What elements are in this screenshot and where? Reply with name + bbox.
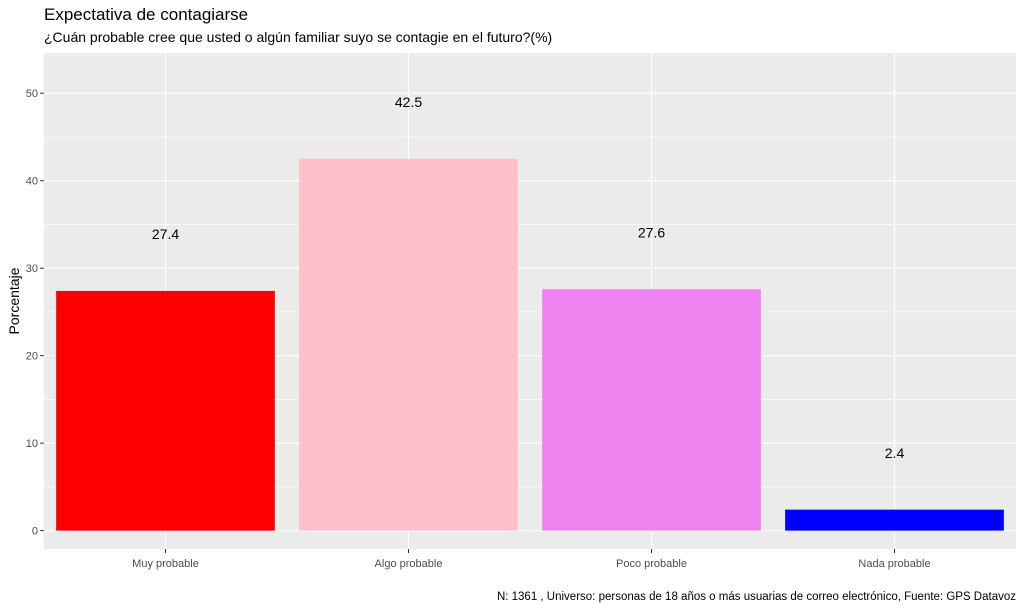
data-label: 27.6 bbox=[638, 224, 665, 240]
chart-title: Expectativa de contagiarse bbox=[44, 5, 249, 24]
y-axis: 0 10 20 30 40 50 bbox=[26, 88, 44, 538]
bar bbox=[785, 509, 1004, 531]
y-tick-label: 20 bbox=[26, 351, 38, 363]
y-tick-label: 40 bbox=[26, 176, 38, 188]
chart-subtitle: ¿Cuán probable cree que usted o algún fa… bbox=[44, 29, 553, 45]
x-tick-label: Algo probable bbox=[375, 558, 443, 570]
x-tick-label: Poco probable bbox=[616, 558, 687, 570]
x-axis: Muy probable Algo probable Poco probable Na… bbox=[132, 549, 931, 570]
bar bbox=[56, 290, 275, 531]
bar bbox=[299, 158, 518, 531]
data-label: 42.5 bbox=[395, 94, 422, 110]
data-label: 2.4 bbox=[885, 445, 905, 461]
y-tick-label: 50 bbox=[26, 88, 38, 100]
y-axis-title: Porcentaje bbox=[6, 267, 22, 334]
x-tick-label: Muy probable bbox=[132, 558, 199, 570]
x-tick-label: Nada probable bbox=[858, 558, 930, 570]
chart-caption: N: 1361 , Universo: personas de 18 años … bbox=[496, 591, 1016, 603]
y-tick-label: 0 bbox=[32, 526, 38, 538]
bars bbox=[56, 158, 1004, 531]
y-tick-label: 10 bbox=[26, 438, 38, 450]
data-label: 27.4 bbox=[152, 226, 179, 242]
data-labels: 27.4 42.5 27.6 2.4 bbox=[152, 94, 905, 461]
y-tick-label: 30 bbox=[26, 263, 38, 275]
bar bbox=[542, 289, 761, 531]
